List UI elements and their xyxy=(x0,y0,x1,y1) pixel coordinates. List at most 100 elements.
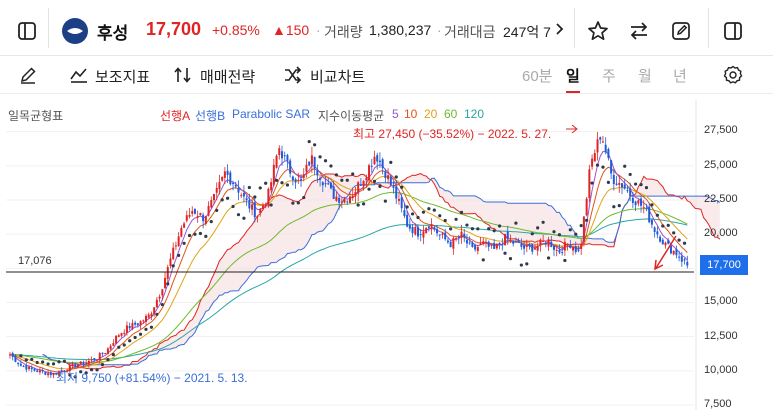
psar-dot xyxy=(628,172,632,177)
candle-body xyxy=(495,244,498,249)
psar-dot xyxy=(138,332,143,336)
candle-body xyxy=(166,267,169,279)
amount-label: 거래대금 xyxy=(444,24,496,40)
candle-body xyxy=(653,227,656,232)
candle-body xyxy=(544,242,547,244)
psar-dot xyxy=(503,251,507,255)
panel-left-icon[interactable] xyxy=(14,18,40,44)
candle-body xyxy=(120,333,123,336)
candle-body xyxy=(438,234,441,236)
psar-dot xyxy=(634,182,638,186)
candle-body xyxy=(368,165,371,181)
candle-body xyxy=(490,244,493,246)
line-chart-icon[interactable] xyxy=(68,64,90,86)
psar-dot xyxy=(394,175,398,179)
psar-dot xyxy=(111,353,115,357)
candle-body xyxy=(9,354,11,356)
candle-body xyxy=(128,325,131,329)
psar-dot xyxy=(106,357,110,362)
candle-body xyxy=(517,240,520,243)
psar-dot xyxy=(579,223,583,228)
candle-body xyxy=(177,236,180,247)
psar-dot xyxy=(182,241,186,245)
candle-body xyxy=(395,186,398,199)
period-year[interactable]: 년 xyxy=(673,68,687,85)
gear-icon[interactable] xyxy=(721,63,745,87)
candle-body xyxy=(248,199,251,209)
panel-right-icon[interactable] xyxy=(720,18,746,44)
psar-dot xyxy=(41,360,45,364)
compare-button[interactable]: 비교차트 xyxy=(310,69,366,86)
candle-body xyxy=(457,236,460,238)
change-amount: ▲150 xyxy=(272,22,310,38)
candle-body xyxy=(169,258,172,267)
psar-dot xyxy=(258,186,262,190)
candle-body xyxy=(278,148,281,156)
candle-body xyxy=(172,247,175,260)
price-chart[interactable] xyxy=(0,95,773,412)
swap-arrows-icon[interactable] xyxy=(626,18,652,44)
candle-body xyxy=(191,210,194,214)
indicators-button[interactable]: 보조지표 xyxy=(95,69,151,86)
psar-dot xyxy=(410,212,415,216)
ema60-line xyxy=(9,191,688,364)
pencil-icon[interactable] xyxy=(17,64,39,86)
psar-dot xyxy=(209,220,213,224)
psar-dot xyxy=(427,207,431,211)
psar-dot xyxy=(498,224,502,228)
candle-body xyxy=(104,352,107,354)
candle-body xyxy=(531,243,534,252)
candle-body xyxy=(642,207,645,209)
candle-body xyxy=(449,241,452,248)
legend-span-a: 선행A xyxy=(160,109,191,123)
separator-dot: · xyxy=(316,22,321,38)
psar-dot xyxy=(73,375,77,379)
candle-body xyxy=(593,152,596,162)
candle-body xyxy=(60,370,63,372)
candle-body xyxy=(79,361,82,365)
psar-dot xyxy=(79,370,83,374)
candle-body xyxy=(357,182,360,194)
psar-dot xyxy=(280,181,284,185)
candle-body xyxy=(213,194,215,201)
chevron-right-icon[interactable] xyxy=(554,22,566,36)
candle-body xyxy=(33,368,36,371)
psar-dot xyxy=(568,228,572,232)
candle-body xyxy=(240,195,243,197)
period-month[interactable]: 월 xyxy=(638,68,652,85)
candle-body xyxy=(327,183,330,185)
psar-dot xyxy=(432,208,436,212)
period-week[interactable]: 주 xyxy=(602,68,616,85)
candle-body xyxy=(310,155,313,165)
shuffle-icon[interactable] xyxy=(282,64,304,86)
candle-body xyxy=(289,160,292,174)
period-60min[interactable]: 60분 xyxy=(522,68,553,85)
candle-body xyxy=(588,169,591,199)
candle-body xyxy=(270,182,273,191)
candle-body xyxy=(446,240,449,243)
y-tick: 12,500 xyxy=(704,330,738,342)
candle-body xyxy=(19,363,22,366)
candle-body xyxy=(259,208,262,214)
candle-body xyxy=(87,360,90,365)
ema20-line xyxy=(9,174,688,370)
candle-body xyxy=(381,159,384,169)
period-day[interactable]: 일 xyxy=(566,68,580,85)
candle-body xyxy=(569,244,572,248)
psar-dot xyxy=(100,363,105,367)
candle-body xyxy=(414,227,417,235)
psar-dot xyxy=(421,210,426,214)
arrows-updown-icon[interactable] xyxy=(172,64,194,86)
candle-body xyxy=(202,214,205,222)
psar-dot xyxy=(323,159,328,163)
psar-dot xyxy=(313,143,317,147)
star-icon[interactable] xyxy=(585,18,611,44)
candle-body xyxy=(251,204,254,210)
psar-dot xyxy=(155,312,159,316)
psar-dot xyxy=(198,231,202,236)
candle-body xyxy=(509,239,512,241)
candle-body xyxy=(387,175,390,180)
candle-body xyxy=(561,252,564,254)
edit-square-icon[interactable] xyxy=(668,18,694,44)
strategy-button[interactable]: 매매전략 xyxy=(200,69,256,86)
